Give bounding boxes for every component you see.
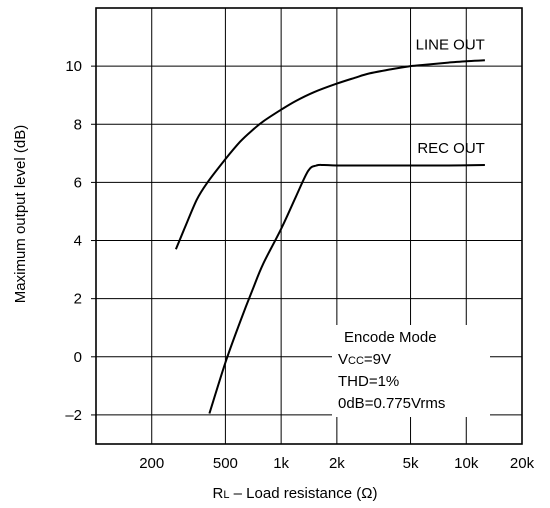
series-label-rec-out: REC OUT bbox=[417, 140, 485, 157]
annotation-thd: THD=1% bbox=[338, 373, 399, 390]
x-tick-label: 500 bbox=[213, 455, 238, 472]
series-line-rec-out bbox=[208, 163, 485, 414]
y-tick-label: 4 bbox=[74, 233, 82, 250]
x-tick-label: 2k bbox=[329, 455, 345, 472]
plot-border bbox=[95, 7, 523, 445]
series-label-line-out: LINE OUT bbox=[416, 36, 485, 53]
x-tick-label: 20k bbox=[510, 455, 535, 472]
grid bbox=[96, 8, 523, 444]
annotation-vcc-rest: =9V bbox=[364, 351, 391, 368]
annotation-vcc-sub: CC bbox=[348, 355, 364, 367]
x-axis-label-sub: L bbox=[223, 489, 229, 501]
annotation-encode-mode: Encode Mode bbox=[344, 329, 437, 346]
y-tick-label: 0 bbox=[74, 349, 82, 366]
y-tick-label: –2 bbox=[65, 407, 82, 424]
x-axis-label-main: R bbox=[213, 485, 224, 502]
x-tick-label: 10k bbox=[454, 455, 479, 472]
x-axis-label: RL – Load resistance (Ω) bbox=[213, 485, 378, 502]
y-tick-label: 2 bbox=[74, 291, 82, 308]
x-tick-label: 200 bbox=[139, 455, 164, 472]
annotation-box: Encode Mode VCC=9V THD=1% 0dB=0.775Vrms bbox=[332, 325, 490, 417]
x-tick-label: 1k bbox=[273, 455, 289, 472]
y-tick-label: 8 bbox=[74, 116, 82, 133]
y-tick-label: 10 bbox=[65, 58, 82, 75]
x-axis-label-rest: – Load resistance (Ω) bbox=[230, 485, 378, 502]
series-layer bbox=[174, 59, 485, 414]
series-labels: LINE OUT REC OUT bbox=[416, 36, 485, 157]
x-tick-label: 5k bbox=[403, 455, 419, 472]
plot-frame bbox=[95, 7, 523, 445]
y-tick-labels: –2 0 2 4 6 8 10 bbox=[65, 58, 96, 424]
annotation-background bbox=[332, 325, 490, 417]
annotation-0db-ref: 0dB=0.775Vrms bbox=[338, 395, 445, 412]
y-tick-label: 6 bbox=[74, 174, 82, 191]
annotation-vcc: VCC=9V bbox=[338, 351, 391, 368]
y-axis-label: Maximum output level (dB) bbox=[12, 125, 29, 303]
annotation-vcc-main: V bbox=[338, 351, 348, 368]
series-line-line-out bbox=[174, 59, 485, 250]
x-tick-labels: 200 500 1k 2k 5k 10k 20k bbox=[139, 455, 534, 472]
